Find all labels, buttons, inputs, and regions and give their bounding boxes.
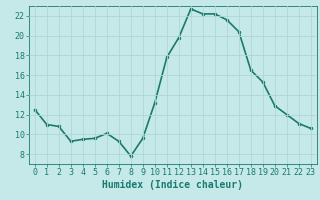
X-axis label: Humidex (Indice chaleur): Humidex (Indice chaleur) xyxy=(102,180,243,190)
